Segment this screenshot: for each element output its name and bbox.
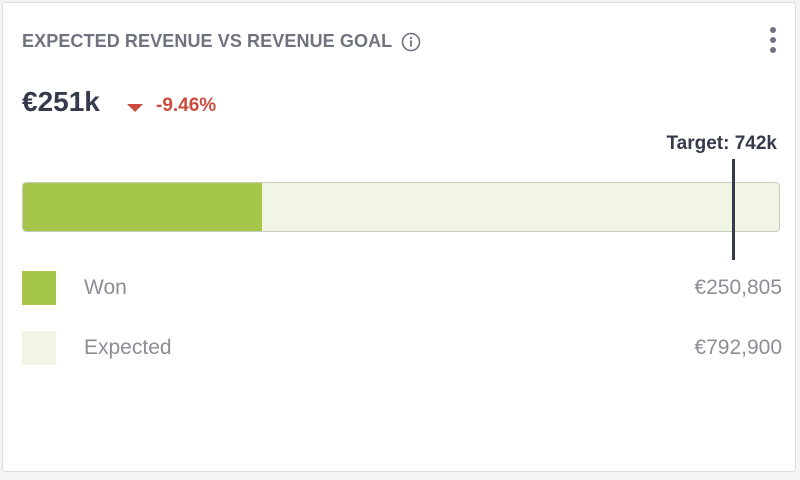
- target-label: Target: 742k: [666, 133, 777, 154]
- legend-swatch-won: [22, 271, 56, 305]
- revenue-value: €251k: [22, 86, 100, 117]
- info-icon[interactable]: [401, 32, 421, 52]
- legend-swatch-expected: [22, 331, 56, 365]
- target-marker: [731, 159, 735, 260]
- legend-label-expected: Expected: [84, 336, 172, 359]
- legend-item-expected: Expected €792,900: [22, 331, 782, 365]
- progress-bar-won: [23, 183, 263, 231]
- caret-down-icon: [127, 103, 143, 112]
- progress-bar-expected: [22, 182, 780, 232]
- revenue-goal-widget: EXPECTED REVENUE VS REVENUE GOAL €251k -…: [2, 2, 796, 472]
- change-percent: -9.46%: [156, 95, 217, 116]
- widget-title: EXPECTED REVENUE VS REVENUE GOAL: [22, 31, 393, 51]
- change-indicator: -9.46%: [127, 95, 216, 117]
- legend-item-won: Won €250,805: [22, 271, 782, 305]
- legend-value-won: €250,805: [694, 276, 782, 299]
- widget-header: EXPECTED REVENUE VS REVENUE GOAL: [22, 31, 421, 52]
- kebab-menu-icon[interactable]: [761, 27, 785, 59]
- legend-value-expected: €792,900: [694, 336, 782, 359]
- legend-label-won: Won: [84, 276, 127, 299]
